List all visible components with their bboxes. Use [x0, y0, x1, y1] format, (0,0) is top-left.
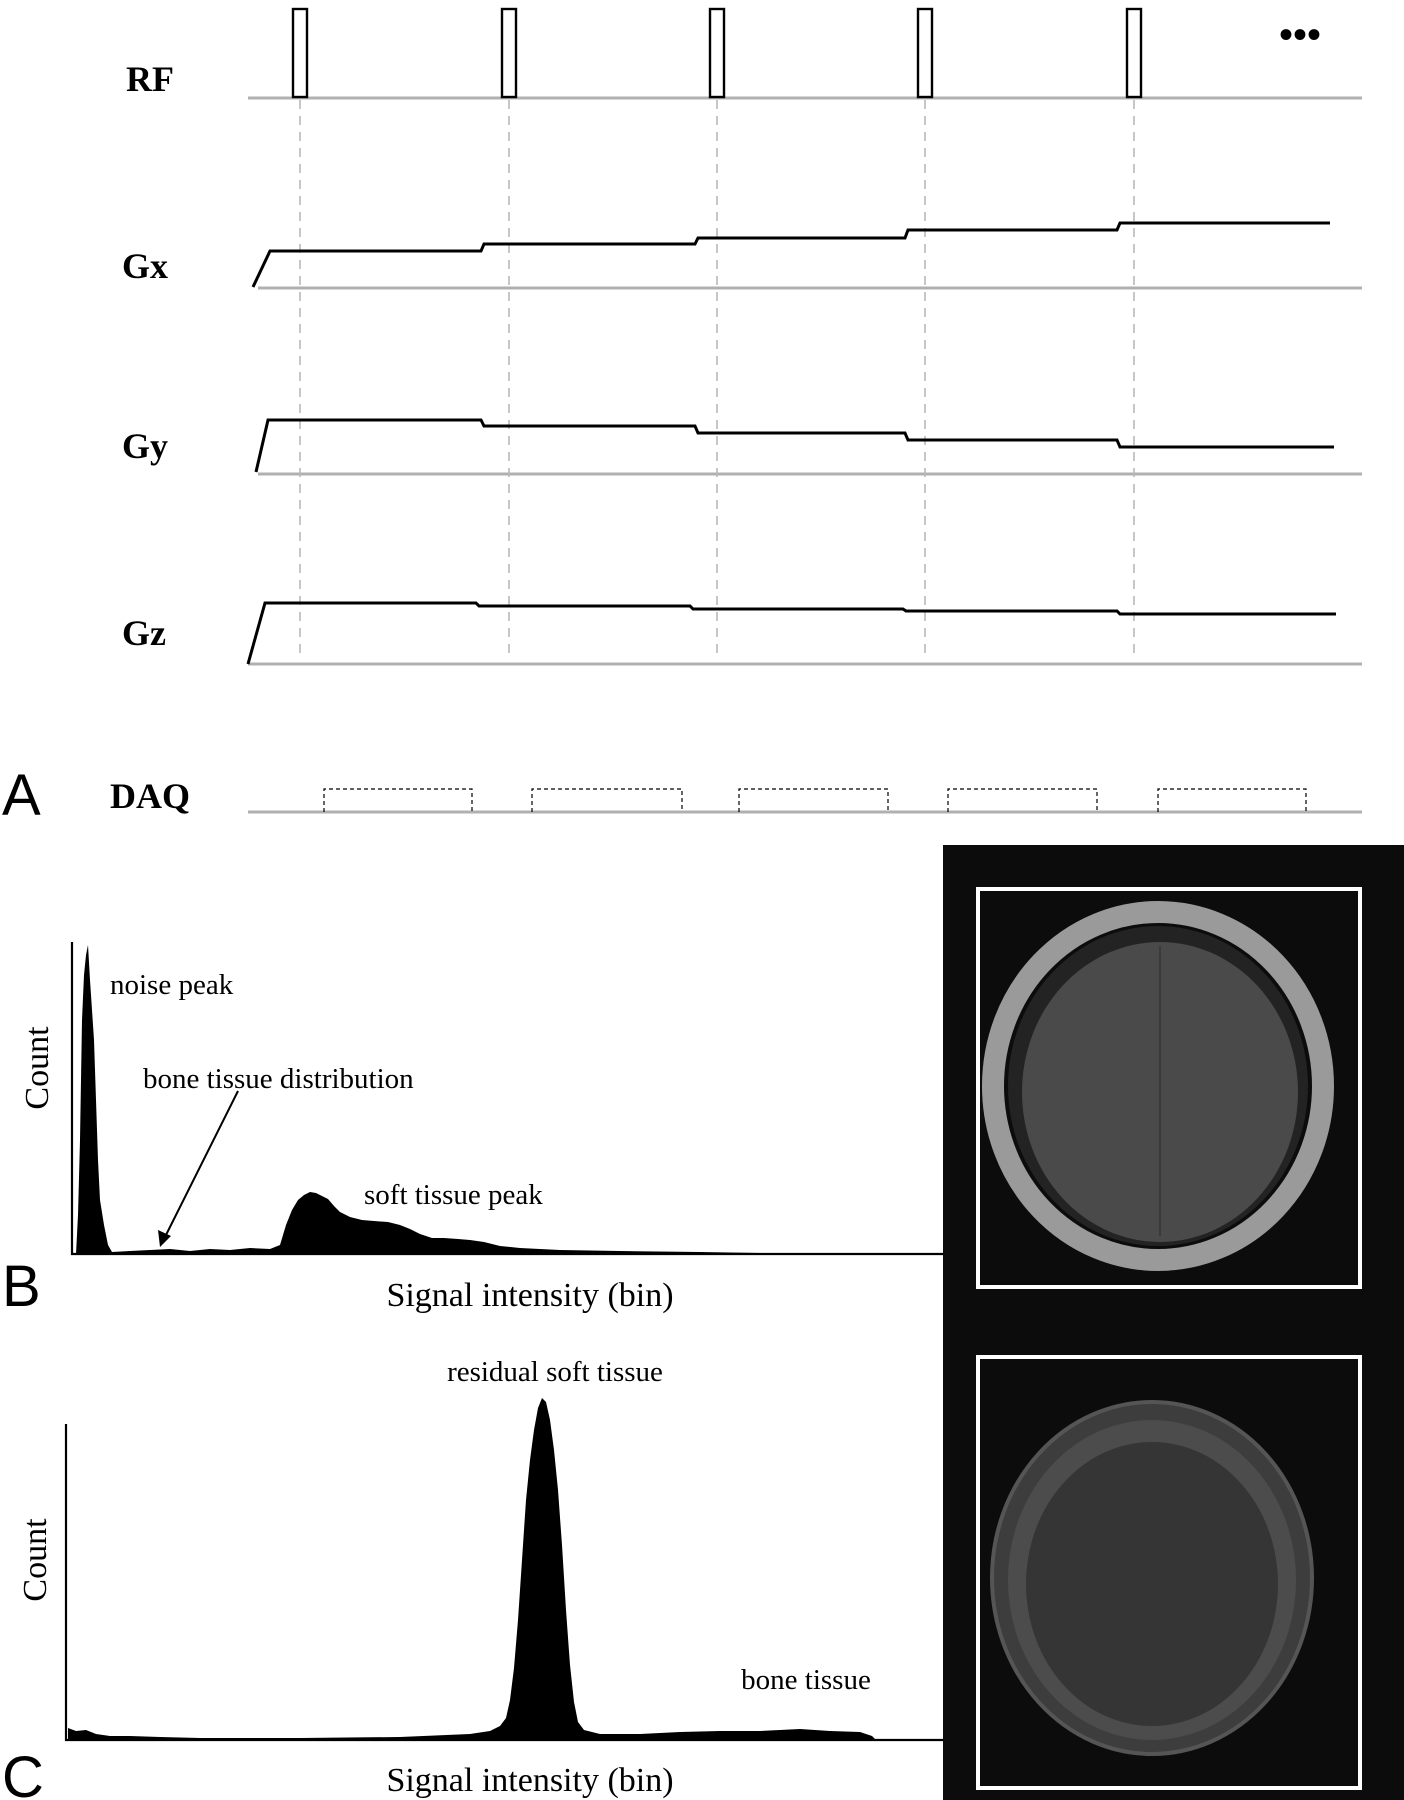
panel-c-letter: C: [2, 1745, 44, 1800]
gx-channel-label: Gx: [122, 246, 168, 286]
daq-window: [531, 788, 683, 812]
rf-channel-label: RF: [126, 59, 174, 99]
gy-channel-label: Gy: [122, 426, 168, 466]
rf-pulse: [500, 7, 518, 99]
rf-pulse: [291, 7, 309, 99]
residual-soft-tissue-label: residual soft tissue: [447, 1356, 663, 1388]
rf-pulse: [1125, 7, 1143, 99]
mri-bottom-frame: [976, 1355, 1362, 1790]
daq-window: [947, 788, 1098, 812]
mri-top-frame: [976, 887, 1362, 1289]
brain-tissue: [1026, 1442, 1278, 1726]
pulse-sequence-diagram: RF Gx Gy Gz DAQ A •••: [2, 7, 1362, 828]
histogram-c-ylabel: Count: [17, 1518, 54, 1602]
bone-distribution-label: bone tissue distribution: [143, 1063, 414, 1095]
histogram-after: residual soft tissue bone tissue Count S…: [2, 1356, 943, 1800]
skull-ring: [982, 901, 1334, 1271]
panel-b-letter: B: [2, 1254, 41, 1319]
daq-window: [323, 788, 473, 812]
bone-distribution-arrowhead: [158, 1230, 171, 1247]
mri-image-bottom: [943, 1317, 1404, 1800]
panel-a-letter: A: [2, 763, 41, 828]
rf-pulse: [708, 7, 726, 99]
histogram-b-xlabel: Signal intensity (bin): [386, 1277, 673, 1314]
bone-distribution-arrow: [162, 1090, 239, 1242]
rf-pulse: [916, 7, 934, 99]
daq-window: [1157, 788, 1307, 812]
gz-waveform: [246, 601, 1336, 665]
histogram-b-ylabel: Count: [19, 1026, 56, 1110]
mri-image-top: [943, 845, 1404, 1317]
gz-channel-label: Gz: [122, 613, 166, 653]
gx-waveform: [251, 221, 1330, 288]
histogram-c-xlabel: Signal intensity (bin): [386, 1762, 673, 1799]
daq-channel-label: DAQ: [110, 776, 190, 816]
daq-window: [738, 788, 889, 812]
histogram-before: noise peak bone tissue distribution soft…: [2, 942, 943, 1319]
noise-peak-label: noise peak: [110, 969, 234, 1001]
gy-waveform: [254, 418, 1334, 473]
bone-tissue-label: bone tissue: [741, 1664, 871, 1696]
soft-tissue-peak-label: soft tissue peak: [364, 1179, 543, 1211]
continuation-ellipsis: •••: [1279, 12, 1321, 57]
